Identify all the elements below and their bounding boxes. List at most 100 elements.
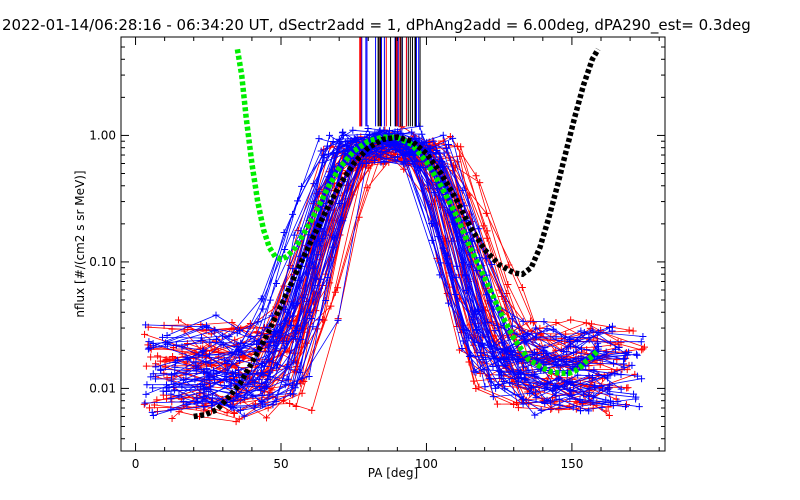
spectrum-marker <box>605 411 613 419</box>
spectrum-marker <box>432 150 440 158</box>
spectrum-marker <box>287 322 295 330</box>
spectrum-marker <box>380 126 388 134</box>
spectrum-marker <box>528 384 536 392</box>
spectrum-marker <box>364 125 372 133</box>
spectrum-marker <box>291 334 299 342</box>
spectrum-marker <box>519 395 527 403</box>
spectrum-marker <box>448 237 456 245</box>
fit-curve-1 <box>193 47 601 420</box>
spectrum-marker <box>514 404 522 412</box>
spectrum-marker <box>436 271 444 279</box>
spectrum-marker <box>543 349 551 357</box>
spectrum-line <box>151 149 627 389</box>
spectrum-marker <box>566 386 574 394</box>
spectrum-marker <box>474 306 482 314</box>
spectrum-marker <box>331 234 339 242</box>
spectrum-marker <box>476 179 484 187</box>
spectrum-marker <box>602 396 610 404</box>
spectrum-marker <box>145 404 153 412</box>
spectrum-marker <box>235 371 243 379</box>
plot-area <box>140 37 648 426</box>
spectrum-marker <box>606 381 614 389</box>
spectrum-marker <box>531 388 539 396</box>
spectrum-marker <box>281 381 289 389</box>
spectrum-marker <box>483 227 491 235</box>
spectrum-marker <box>331 288 339 296</box>
spectrum-marker <box>310 264 318 272</box>
spectrum-marker <box>165 383 173 391</box>
spectrum-marker <box>633 351 641 359</box>
spectrum-marker <box>522 339 530 347</box>
spectrum-marker <box>206 359 214 367</box>
spectrum-marker <box>621 349 629 357</box>
spectrum-marker <box>163 374 171 382</box>
spectrum-marker <box>218 332 226 340</box>
spectrum-marker <box>604 386 612 394</box>
spectrum-marker <box>269 401 277 409</box>
spectrum-marker <box>466 261 474 269</box>
spectrum-marker <box>316 242 324 250</box>
spectrum-marker <box>327 302 335 310</box>
spectrum-marker <box>617 339 625 347</box>
x-axis-label: PA [deg] <box>368 466 418 480</box>
spectrum-marker <box>403 143 411 151</box>
spectrum-marker <box>552 333 560 341</box>
spectrum-marker <box>477 343 485 351</box>
spectrum-marker <box>481 383 489 391</box>
spectrum-marker <box>149 411 157 419</box>
spectrum-marker <box>482 254 490 262</box>
spectrum-marker <box>280 282 288 290</box>
spectrum-marker <box>574 371 582 379</box>
spectrum-marker <box>326 131 334 139</box>
spectrum-marker <box>272 280 280 288</box>
spectrum-marker <box>281 246 289 254</box>
spectrum-marker <box>159 387 167 395</box>
spectrum-marker <box>143 381 151 389</box>
spectrum-marker <box>284 375 292 383</box>
spectrum-line <box>148 157 600 391</box>
spectrum-marker <box>576 407 584 415</box>
spectrum-marker <box>617 385 625 393</box>
spectrum-marker <box>292 327 300 335</box>
spectrum-marker <box>569 403 577 411</box>
spectrum-marker <box>147 353 155 361</box>
spectrum-marker <box>394 140 402 148</box>
spectrum-marker <box>510 400 518 408</box>
spectrum-marker <box>257 387 265 395</box>
spectrum-marker <box>590 382 598 390</box>
spectrum-marker <box>439 131 447 139</box>
spectrum-marker <box>227 380 235 388</box>
spectrum-marker <box>518 283 526 291</box>
spectrum-marker <box>230 409 238 417</box>
y-tick-label: 0.01 <box>89 381 116 395</box>
spectrum-marker <box>250 403 258 411</box>
spectrum-marker <box>623 384 631 392</box>
spectrum-line <box>185 132 603 412</box>
spectrum-marker <box>594 339 602 347</box>
spectrum-marker <box>513 356 521 364</box>
spectrum-marker <box>290 358 298 366</box>
spectrum-marker <box>476 370 484 378</box>
spectrum-marker <box>610 359 618 367</box>
spectrum-marker <box>228 325 236 333</box>
spectrum-marker <box>492 384 500 392</box>
spectrum-marker <box>531 411 539 419</box>
spectrum-marker <box>236 357 244 365</box>
spectrum-marker <box>563 348 571 356</box>
spectrum-marker <box>240 412 248 420</box>
spectrum-marker <box>236 406 244 414</box>
spectrum-marker <box>339 131 347 139</box>
spectrum-marker <box>142 362 150 370</box>
spectrum-marker <box>305 372 313 380</box>
spectrum-marker <box>598 403 606 411</box>
spectrum-marker <box>516 368 524 376</box>
spectrum-marker <box>635 403 643 411</box>
spectrum-marker <box>472 384 480 392</box>
spectrum-marker <box>588 326 596 334</box>
spectrum-marker <box>604 372 612 380</box>
spectrum-marker <box>620 363 628 371</box>
spectrum-marker <box>249 392 257 400</box>
spectrum-marker <box>520 363 528 371</box>
spectrum-marker <box>315 188 323 196</box>
spectrum-marker <box>556 401 564 409</box>
